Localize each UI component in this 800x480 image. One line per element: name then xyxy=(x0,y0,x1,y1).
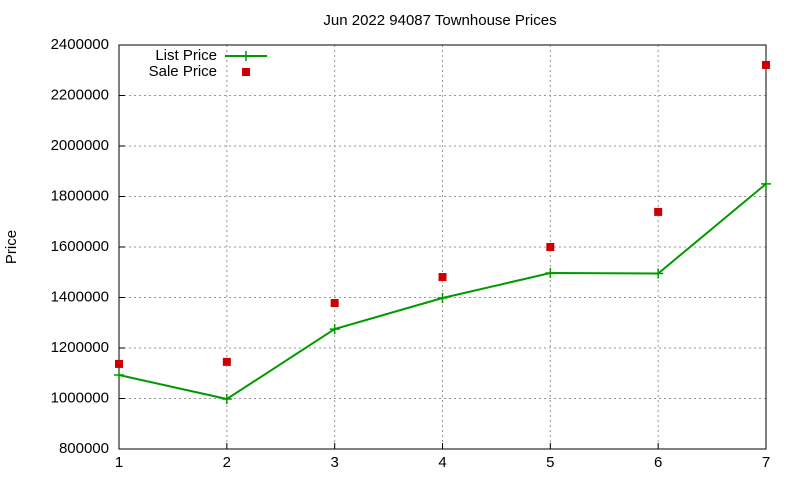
plot-frame xyxy=(118,44,767,450)
x-tick-label: 3 xyxy=(330,454,338,471)
point-marker xyxy=(437,293,448,304)
x-tick-label: 7 xyxy=(762,454,770,471)
chart-title: Jun 2022 94087 Townhouse Prices xyxy=(323,12,556,29)
x-tick-label: 6 xyxy=(654,454,662,471)
point-marker xyxy=(545,268,556,279)
y-axis-label: Price xyxy=(3,230,20,264)
legend-label: Sale Price xyxy=(149,63,217,80)
point-marker xyxy=(546,243,555,251)
point-marker xyxy=(222,357,231,366)
legend-marker xyxy=(241,51,251,61)
x-tick-label: 2 xyxy=(223,454,231,471)
legend-marker xyxy=(242,68,250,76)
x-tick-label: 1 xyxy=(115,454,123,471)
x-tick-label: 5 xyxy=(546,454,554,471)
legend-label: List Price xyxy=(155,47,217,64)
y-tick-label: 1800000 xyxy=(51,187,109,204)
y-tick-label: 2400000 xyxy=(51,36,109,53)
point-marker xyxy=(330,299,339,308)
y-tick-label: 1000000 xyxy=(51,389,109,406)
point-marker xyxy=(761,178,771,189)
point-marker xyxy=(115,359,123,368)
y-tick-label: 1600000 xyxy=(51,238,109,255)
point-marker xyxy=(221,394,232,405)
point-marker xyxy=(329,324,340,335)
x-tick-label: 4 xyxy=(438,454,446,471)
y-tick-label: 2000000 xyxy=(51,137,109,154)
y-tick-label: 1400000 xyxy=(51,288,109,305)
point-marker xyxy=(653,268,664,279)
point-marker xyxy=(114,370,124,381)
y-tick-label: 800000 xyxy=(59,440,109,457)
y-tick-label: 1200000 xyxy=(51,339,109,356)
y-tick-label: 2200000 xyxy=(51,86,109,103)
point-marker xyxy=(438,273,447,282)
point-marker xyxy=(654,207,663,216)
point-marker xyxy=(762,60,770,69)
